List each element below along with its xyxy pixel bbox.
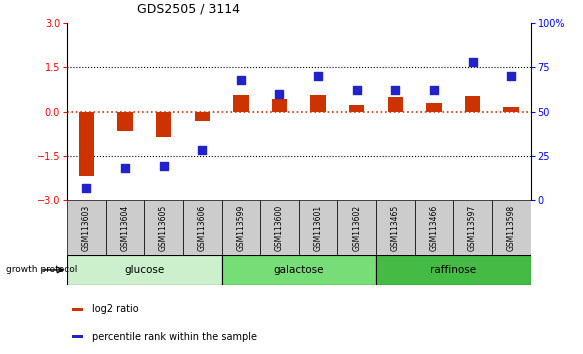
Point — [429, 87, 438, 93]
Text: galactose: galactose — [273, 265, 324, 275]
Text: log2 ratio: log2 ratio — [92, 304, 139, 314]
Bar — [376, 200, 415, 255]
Text: GSM113597: GSM113597 — [468, 204, 477, 251]
Point — [120, 165, 129, 171]
Bar — [376, 255, 531, 285]
Bar — [183, 200, 222, 255]
Text: raffinose: raffinose — [430, 265, 476, 275]
Bar — [67, 200, 106, 255]
Bar — [388, 97, 403, 112]
Bar — [233, 95, 248, 112]
Bar — [222, 200, 260, 255]
Bar — [260, 200, 298, 255]
Text: GSM113603: GSM113603 — [82, 204, 91, 251]
Bar — [67, 255, 222, 285]
Text: GDS2505 / 3114: GDS2505 / 3114 — [137, 3, 240, 16]
Bar — [338, 200, 376, 255]
Bar — [298, 200, 338, 255]
Text: glucose: glucose — [124, 265, 164, 275]
Point — [352, 87, 361, 93]
Text: GSM113599: GSM113599 — [236, 204, 245, 251]
Point — [314, 73, 323, 79]
Bar — [454, 200, 492, 255]
Bar — [117, 112, 133, 131]
Point — [82, 185, 91, 190]
Point — [198, 148, 207, 153]
Text: GSM113605: GSM113605 — [159, 204, 168, 251]
Text: GSM113466: GSM113466 — [430, 204, 438, 251]
Text: GSM113606: GSM113606 — [198, 204, 207, 251]
Bar — [72, 335, 83, 338]
Bar — [144, 200, 183, 255]
Point — [468, 59, 477, 65]
Bar — [492, 200, 531, 255]
Bar — [195, 112, 210, 121]
Text: GSM113604: GSM113604 — [121, 204, 129, 251]
Bar — [415, 200, 453, 255]
Bar — [106, 200, 144, 255]
Bar — [222, 255, 376, 285]
Point — [507, 73, 516, 79]
Bar — [156, 112, 171, 137]
Text: growth protocol: growth protocol — [6, 266, 77, 274]
Text: GSM113600: GSM113600 — [275, 204, 284, 251]
Bar — [272, 99, 287, 112]
Point — [391, 87, 400, 93]
Point — [159, 164, 168, 169]
Text: GSM113602: GSM113602 — [352, 204, 361, 251]
Bar — [426, 103, 442, 112]
Text: GSM113465: GSM113465 — [391, 204, 400, 251]
Bar — [349, 105, 364, 112]
Bar — [504, 107, 519, 112]
Bar — [72, 308, 83, 310]
Bar — [310, 95, 326, 112]
Bar — [79, 112, 94, 176]
Point — [275, 91, 284, 97]
Text: GSM113598: GSM113598 — [507, 204, 516, 251]
Text: GSM113601: GSM113601 — [314, 204, 322, 251]
Text: percentile rank within the sample: percentile rank within the sample — [92, 332, 257, 342]
Point — [236, 77, 245, 82]
Bar — [465, 96, 480, 112]
